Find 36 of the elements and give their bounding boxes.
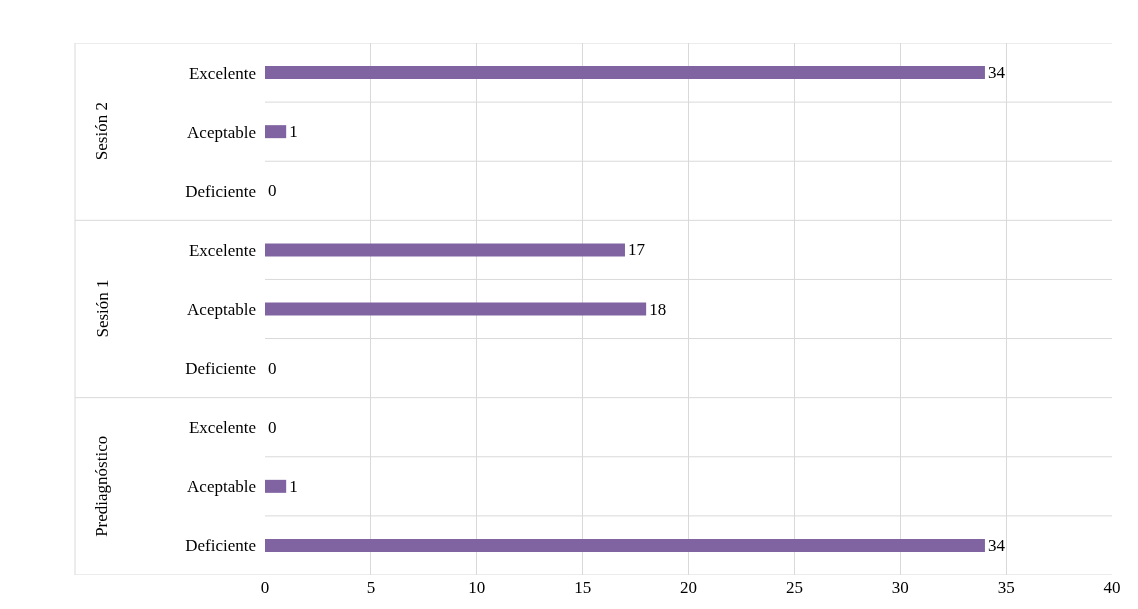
x-tick-label: 5 (366, 578, 376, 597)
y-tick-label: Aceptable (187, 122, 256, 142)
x-tick-label: 30 (891, 578, 909, 597)
y-tick-label: Deficiente (185, 359, 256, 379)
y-tick-label: Aceptable (187, 299, 256, 319)
bar (265, 125, 287, 139)
y-tick-label: Deficiente (185, 181, 256, 201)
bar (265, 479, 287, 493)
text: Sesión 1 (92, 279, 112, 338)
x-tick-label: 25 (785, 578, 803, 597)
data-label: 0 (268, 417, 277, 437)
y-tick-label: Deficiente (185, 536, 256, 556)
bar (265, 538, 985, 552)
x-tick-label: 0 (260, 578, 270, 597)
data-label: 18 (649, 299, 667, 319)
x-tick-label: 15 (574, 578, 592, 597)
bar (265, 302, 647, 316)
bar (265, 243, 625, 257)
data-label: 17 (627, 240, 646, 260)
bar (265, 66, 985, 80)
data-label: 1 (289, 476, 298, 496)
data-label: 34 (987, 63, 1006, 83)
text: Sesión 2 (91, 102, 111, 161)
y-tick-label: Excelente (188, 240, 256, 260)
x-tick-label: 20 (680, 578, 697, 597)
y-tick-label: Excelente (188, 63, 256, 83)
x-tick-label: 35 (997, 578, 1015, 597)
data-label: 1 (289, 122, 298, 142)
y-tick-label: Excelente (188, 418, 256, 438)
text: Prediagnóstico (92, 435, 112, 537)
data-label: 34 (987, 535, 1006, 555)
data-label: 0 (268, 181, 277, 201)
data-label: 0 (268, 358, 277, 378)
y-tick-label: Aceptable (187, 477, 256, 497)
x-tick-label: 10 (468, 578, 486, 597)
x-tick-label: 40 (1103, 578, 1121, 597)
